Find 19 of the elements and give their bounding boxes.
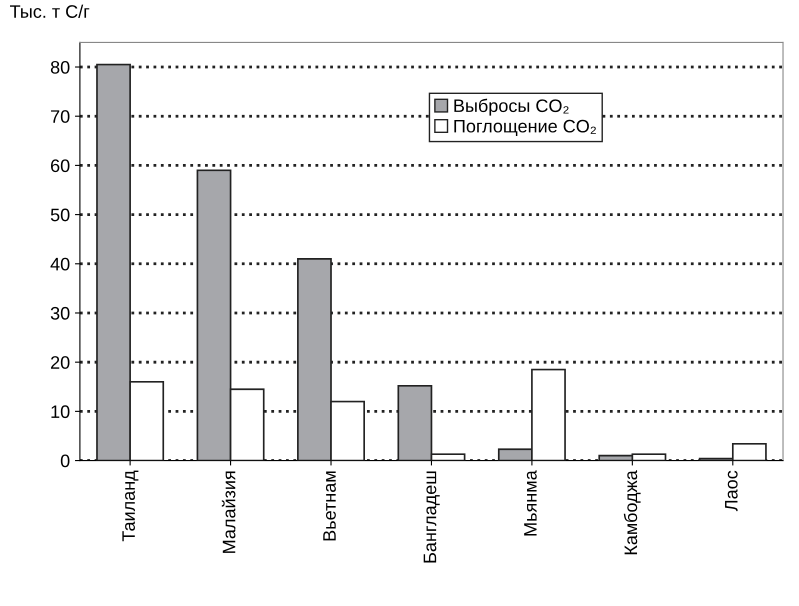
y-axis-title: Тыс. т С/г xyxy=(10,4,90,18)
y-tick-label: 30 xyxy=(50,306,70,320)
y-tick-label: 40 xyxy=(50,258,70,271)
x-tick-label: Мьянма xyxy=(524,470,537,536)
x-tick-label: Таиланд xyxy=(122,470,138,542)
y-tick-label: 50 xyxy=(50,208,70,222)
y-tick-label: 0 xyxy=(60,454,70,468)
legend-label: Поглощение CO₂ xyxy=(454,120,596,136)
y-tick-label: 10 xyxy=(51,405,70,418)
x-tick-label: Бангладеш xyxy=(424,472,440,562)
y-tick-label: 20 xyxy=(51,356,70,369)
y-tick-label: 60 xyxy=(51,159,70,172)
x-tick-label: Камбоджа xyxy=(624,470,641,554)
x-tick-label: Лаос xyxy=(725,470,738,512)
x-tick-label: Малайзия xyxy=(222,472,236,553)
y-tick-label: 80 xyxy=(50,60,70,74)
legend-label: Выбросы CO₂ xyxy=(454,98,569,116)
x-tick-label: Вьетнам xyxy=(323,472,336,540)
y-tick-label: 70 xyxy=(51,110,70,123)
